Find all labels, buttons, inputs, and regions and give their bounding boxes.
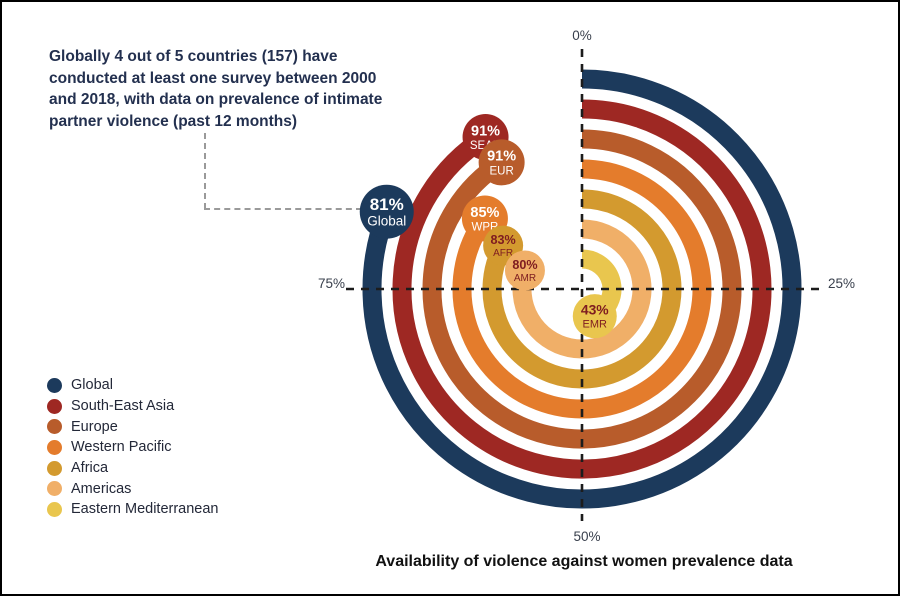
arc-eur <box>422 129 742 449</box>
badge-value-sear: 91% <box>471 123 500 139</box>
axis-tick-75: 75% <box>317 276 345 291</box>
legend-label: Western Pacific <box>71 439 172 456</box>
arc-sear <box>392 99 772 479</box>
legend-dot-europe <box>47 419 62 435</box>
chart-caption: Availability of violence against women p… <box>375 553 793 570</box>
arc-wpr <box>452 159 712 419</box>
legend-dot-americas <box>47 481 62 497</box>
badge-value-emr: 43% <box>581 302 609 318</box>
legend-item-western-pacific: Western Pacific <box>47 437 219 458</box>
legend-label: Eastern Mediterranean <box>71 501 219 518</box>
legend-label: Europe <box>71 418 118 435</box>
legend-item-americas: Americas <box>47 478 219 499</box>
badge-value-afr: 83% <box>491 233 516 247</box>
axis-tick-50: 50% <box>573 529 601 544</box>
legend-label: Global <box>71 377 113 394</box>
badge-eur <box>478 139 525 186</box>
axis-tick-25: 25% <box>828 276 856 291</box>
badge-emr <box>572 294 617 339</box>
badge-value-amr: 80% <box>512 258 537 272</box>
annotation-connector-horizontal-line <box>204 208 362 210</box>
badge-value-wpr: 85% <box>470 205 499 221</box>
annotation-text: Globally 4 out of 5 countries (157) have… <box>49 48 383 130</box>
legend-item-south-east-asia: South-East Asia <box>47 396 219 417</box>
badge-region-amr: AMR <box>514 273 536 284</box>
badge-region-emr: EMR <box>583 319 608 331</box>
legend-item-global: Global <box>47 375 219 396</box>
legend-item-africa: Africa <box>47 458 219 479</box>
badge-global <box>359 184 414 239</box>
badge-region-global: Global <box>367 214 406 229</box>
legend-label: Americas <box>71 480 132 497</box>
badge-amr <box>504 250 545 291</box>
badge-region-afr: AFR <box>493 248 513 259</box>
arc-global <box>362 69 802 509</box>
legend-dot-global <box>47 377 62 393</box>
badge-value-eur: 91% <box>487 149 516 165</box>
arc-afr <box>482 189 682 389</box>
legend-label: South-East Asia <box>71 398 175 415</box>
badge-region-eur: EUR <box>489 165 513 177</box>
legend-dot-south-east-asia <box>47 398 62 414</box>
legend-dot-western-pacific <box>47 439 62 455</box>
legend-dot-africa <box>47 460 62 476</box>
legend-dot-eastern-mediterranean <box>47 501 62 517</box>
legend-item-europe: Europe <box>47 416 219 437</box>
legend: Global South-East Asia Europe Western Pa… <box>47 375 219 520</box>
annotation-connector-vertical-line <box>204 133 206 209</box>
legend-item-eastern-mediterranean: Eastern Mediterranean <box>47 499 219 520</box>
legend-label: Africa <box>71 460 109 477</box>
arc-amr <box>512 219 652 359</box>
axis-tick-0: 0% <box>572 28 592 43</box>
badge-value-global: 81% <box>370 195 404 214</box>
